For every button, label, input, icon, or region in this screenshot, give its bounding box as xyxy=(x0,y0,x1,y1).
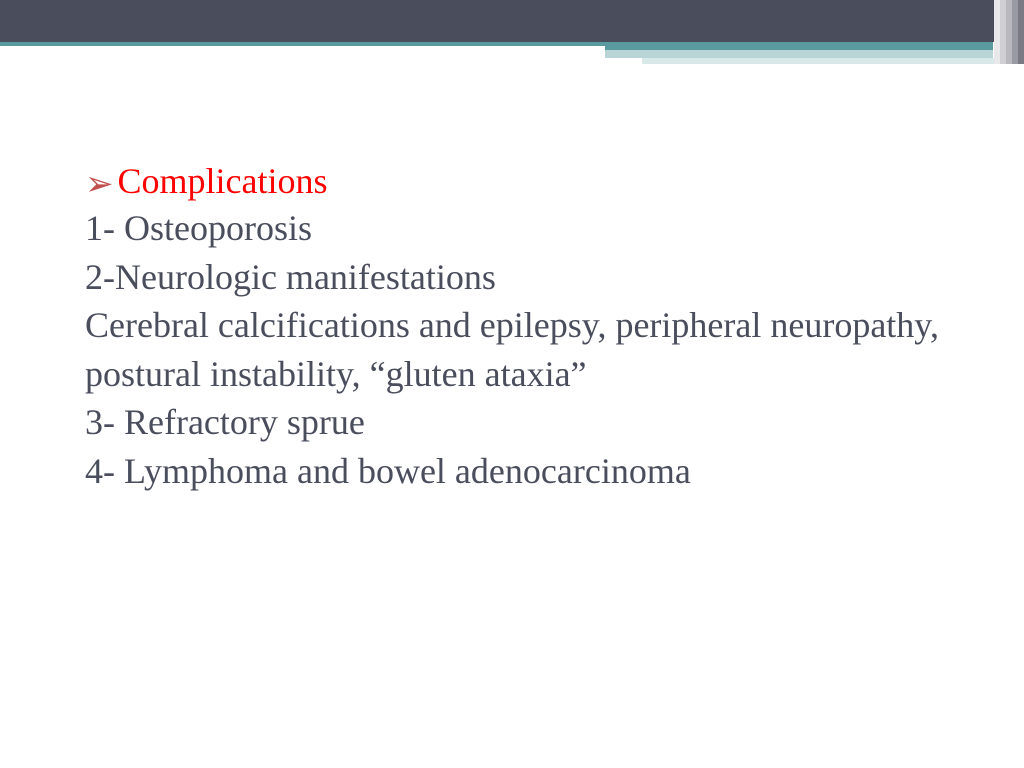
body-line: 4- Lymphoma and bowel adenocarcinoma xyxy=(85,447,964,496)
slide-content: ➢ Complications 1- Osteoporosis 2-Neurol… xyxy=(85,160,964,496)
accent-stripe-thin xyxy=(0,42,605,46)
body-line: 1- Osteoporosis xyxy=(85,204,964,253)
heading-line: ➢ Complications xyxy=(85,160,964,202)
body-line: 2-Neurologic manifestations xyxy=(85,253,964,302)
accent-stripe-light xyxy=(642,58,994,64)
header-band xyxy=(0,0,1024,42)
accent-stripe-mid xyxy=(605,50,993,58)
edge-stripe xyxy=(1018,0,1024,64)
body-line: 3- Refractory sprue xyxy=(85,398,964,447)
right-edge-decoration xyxy=(994,0,1024,64)
heading-text: Complications xyxy=(118,160,328,202)
bullet-arrow-icon: ➢ xyxy=(85,168,114,202)
body-line: Cerebral calcifications and epilepsy, pe… xyxy=(85,301,964,398)
accent-stripe-thick xyxy=(605,42,993,50)
